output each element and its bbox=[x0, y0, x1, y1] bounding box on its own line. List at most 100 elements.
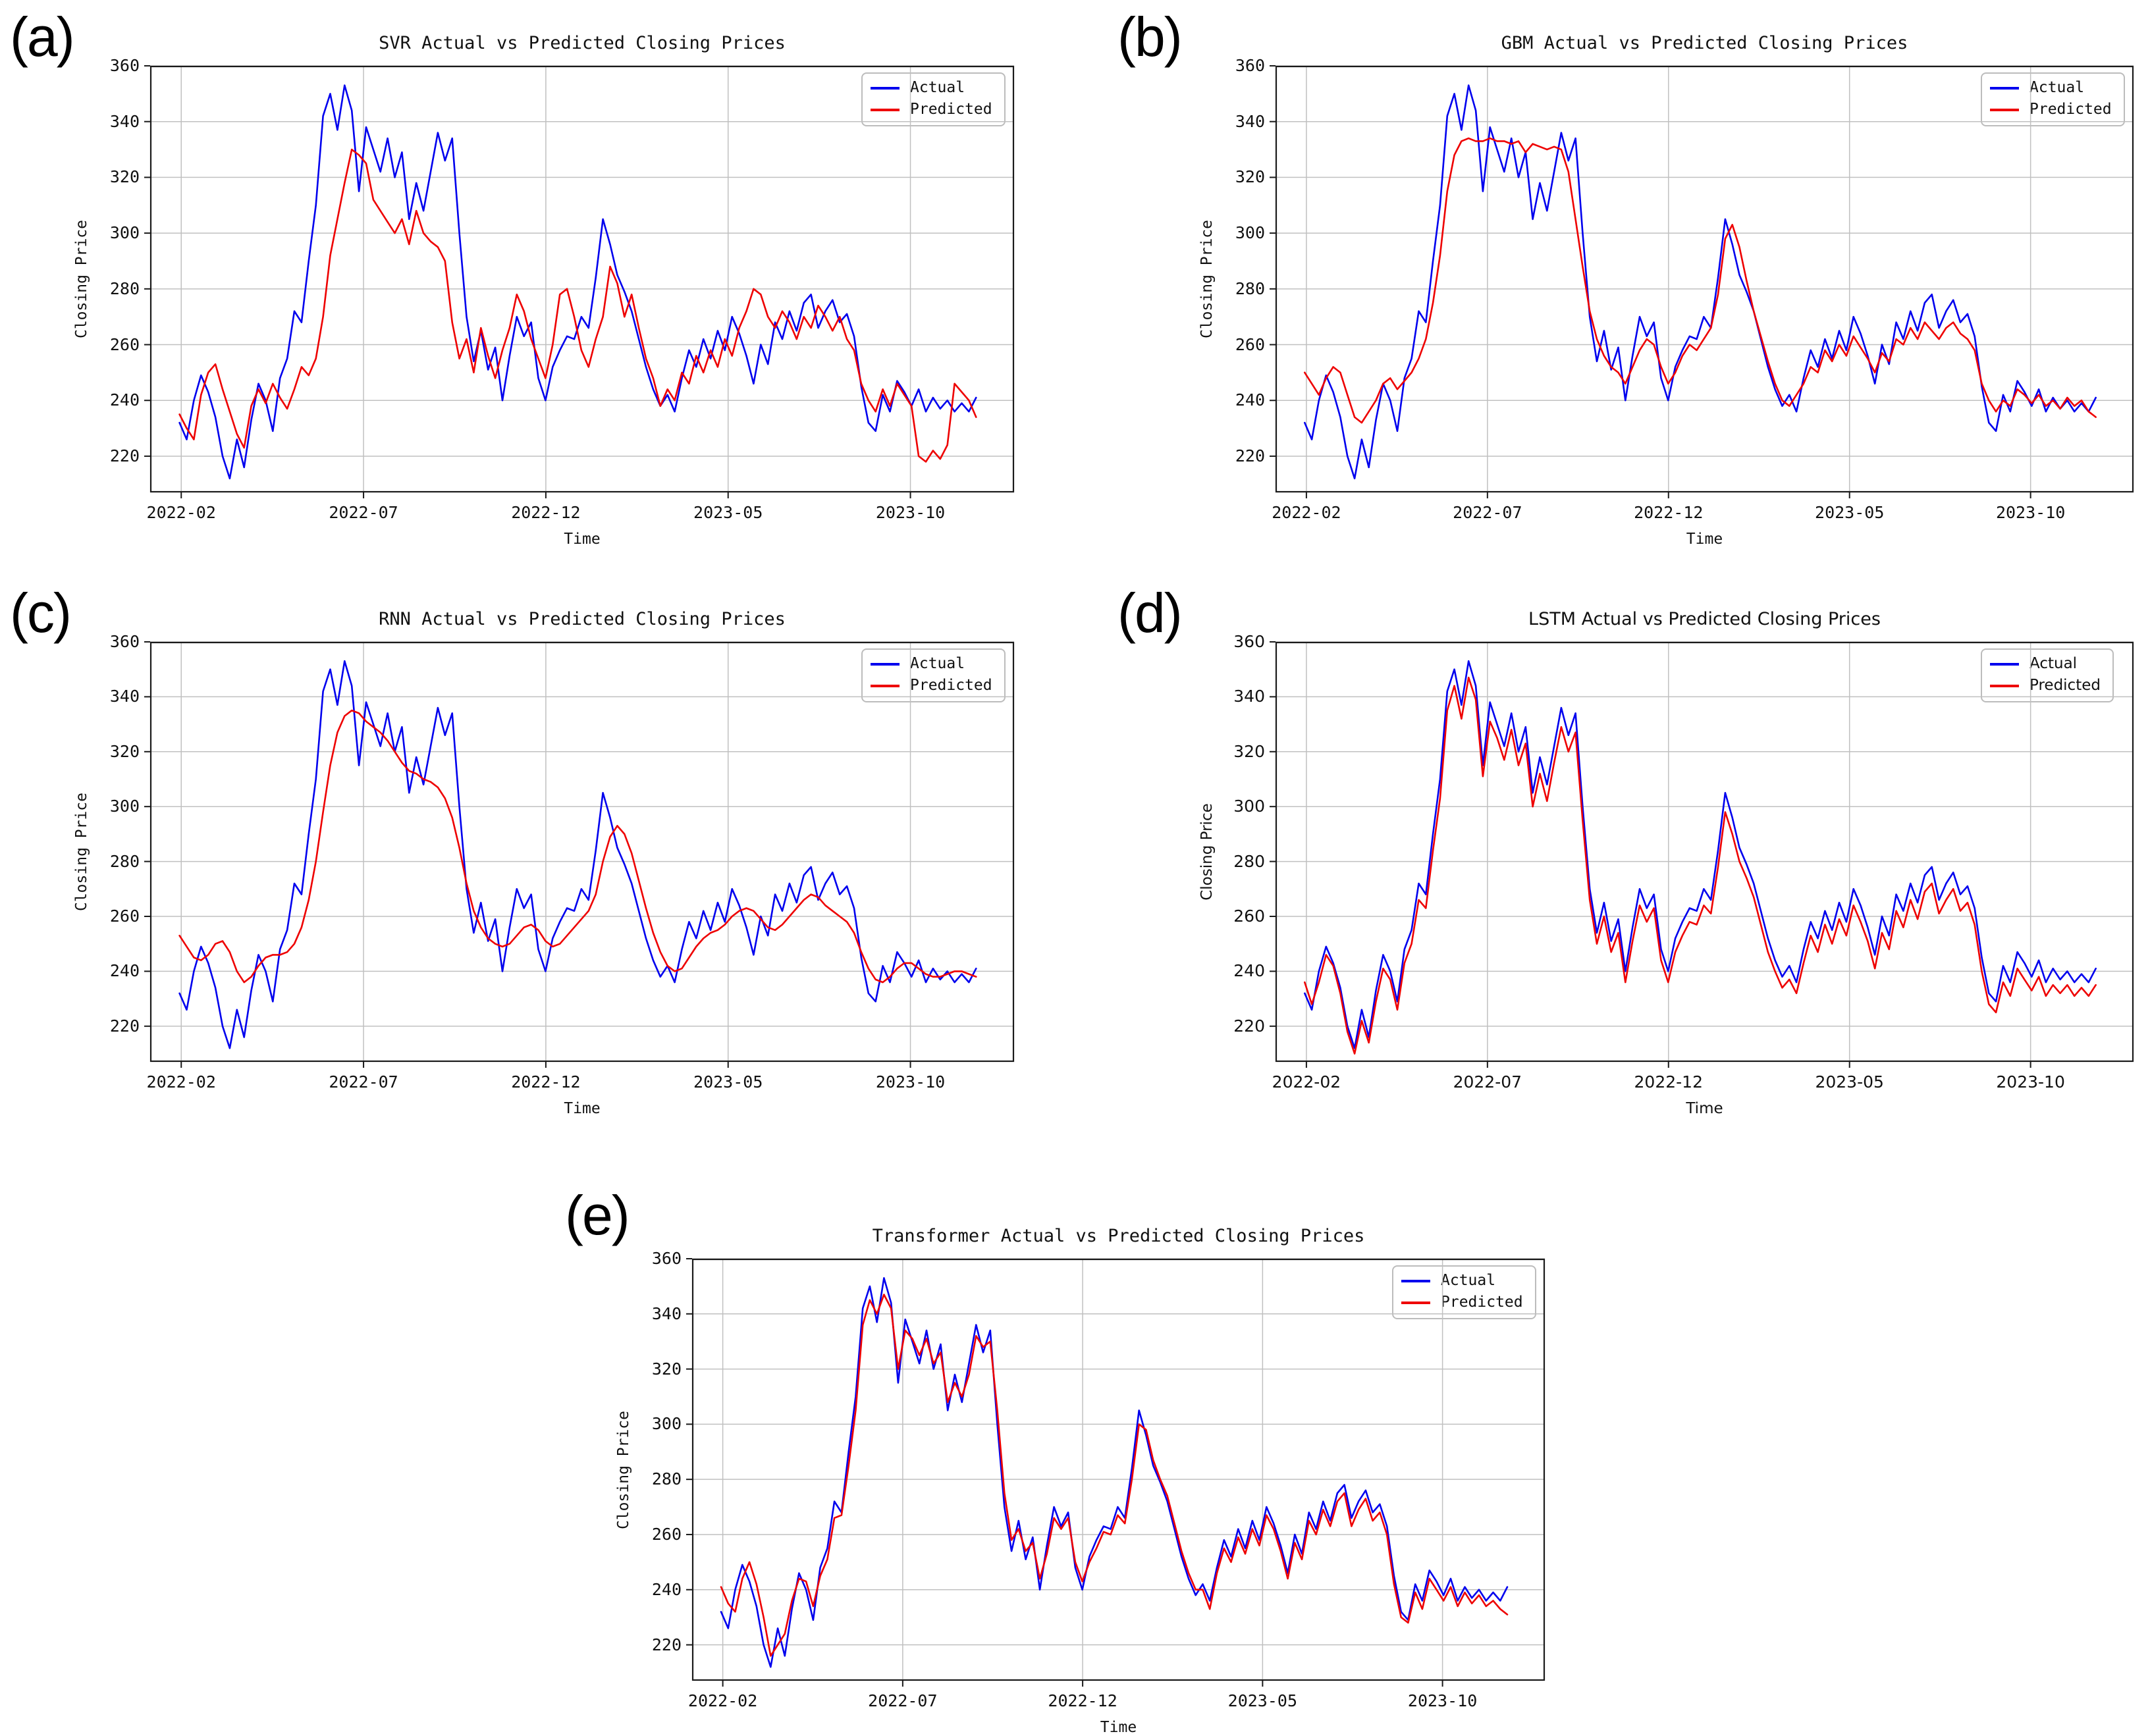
x-tick-label: 2022-07 bbox=[329, 1072, 398, 1092]
panel-e-plot-area bbox=[686, 1258, 1545, 1687]
panel-a-y-axis-label: Closing Price bbox=[73, 219, 90, 339]
y-tick-label: 220 bbox=[1233, 1016, 1265, 1036]
y-tick-label: 260 bbox=[1235, 334, 1265, 354]
panel-c-y-axis-label: Closing Price bbox=[73, 792, 90, 912]
legend-label: Actual bbox=[910, 655, 965, 672]
y-tick-label: 240 bbox=[1233, 961, 1265, 981]
legend-label: Actual bbox=[2029, 79, 2085, 96]
x-tick-label: 2022-12 bbox=[511, 503, 581, 522]
y-tick-label: 320 bbox=[109, 167, 140, 187]
actual-line-swatch bbox=[1990, 662, 2019, 666]
x-tick-label: 2023-10 bbox=[875, 1072, 946, 1092]
y-tick-label: 220 bbox=[1235, 446, 1265, 465]
x-tick-label: 2023-05 bbox=[693, 503, 763, 522]
x-tick-label: 2022-02 bbox=[1272, 503, 1341, 522]
legend-label: Actual bbox=[910, 79, 965, 96]
legend-entry-predicted: Predicted bbox=[1401, 1295, 1523, 1310]
predicted-line-swatch bbox=[871, 108, 900, 111]
panel-d-legend: Actual Predicted bbox=[1981, 648, 2114, 702]
x-tick-label: 2023-05 bbox=[1227, 1691, 1298, 1710]
panel-a-letter: (a) bbox=[10, 6, 75, 68]
x-tick-label: 2022-02 bbox=[146, 503, 216, 522]
panel-b-letter: (b) bbox=[1117, 6, 1183, 68]
panel-d-plot-area bbox=[1270, 641, 2134, 1068]
panel-c-letter: (c) bbox=[10, 582, 72, 644]
panel-e-y-axis-label: Closing Price bbox=[615, 1410, 632, 1529]
y-tick-label: 360 bbox=[651, 1249, 682, 1268]
legend-entry-actual: Actual bbox=[871, 80, 992, 95]
panel-a-plot-area bbox=[144, 65, 1015, 498]
x-tick-label: 2022-02 bbox=[146, 1072, 216, 1092]
legend-entry-predicted: Predicted bbox=[1990, 102, 2112, 117]
legend-entry-predicted: Predicted bbox=[1990, 678, 2101, 693]
x-tick-label: 2022-02 bbox=[1272, 1072, 1341, 1092]
y-tick-label: 340 bbox=[651, 1303, 682, 1323]
legend-entry-actual: Actual bbox=[1401, 1273, 1523, 1288]
legend-label: Predicted bbox=[2029, 101, 2112, 118]
y-tick-label: 280 bbox=[109, 851, 140, 871]
legend-entry-actual: Actual bbox=[1990, 80, 2112, 95]
y-tick-label: 300 bbox=[109, 223, 140, 243]
y-tick-label: 300 bbox=[651, 1414, 682, 1434]
y-tick-label: 260 bbox=[109, 906, 140, 926]
x-tick-label: 2022-02 bbox=[687, 1691, 758, 1710]
x-tick-label: 2022-07 bbox=[329, 503, 398, 522]
y-tick-label: 220 bbox=[651, 1635, 682, 1654]
y-tick-label: 260 bbox=[109, 334, 140, 354]
x-tick-label: 2023-05 bbox=[1815, 1072, 1884, 1092]
panel-e-x-axis-label: Time bbox=[1100, 1719, 1137, 1736]
y-tick-label: 300 bbox=[1233, 797, 1265, 816]
y-tick-label: 240 bbox=[109, 961, 140, 981]
legend-label: Predicted bbox=[2029, 677, 2101, 694]
panel-e-title: Transformer Actual vs Predicted Closing … bbox=[872, 1226, 1365, 1246]
y-tick-label: 260 bbox=[1233, 906, 1265, 926]
y-tick-label: 340 bbox=[109, 111, 140, 131]
actual-line-swatch bbox=[1990, 86, 2019, 90]
panel-c-title: RNN Actual vs Predicted Closing Prices bbox=[379, 609, 786, 629]
x-tick-label: 2023-10 bbox=[1996, 1072, 2065, 1092]
panel-b-plot-area bbox=[1270, 65, 2134, 498]
panel-d-letter: (d) bbox=[1117, 582, 1183, 644]
panel-e-legend: Actual Predicted bbox=[1392, 1265, 1536, 1319]
y-tick-label: 220 bbox=[109, 1016, 140, 1036]
panel-b-y-axis-label: Closing Price bbox=[1198, 219, 1216, 339]
panel-c-legend: Actual Predicted bbox=[861, 648, 1006, 702]
x-tick-label: 2022-12 bbox=[511, 1072, 581, 1092]
x-tick-label: 2023-10 bbox=[875, 503, 946, 522]
y-tick-label: 300 bbox=[1235, 223, 1265, 243]
y-tick-label: 320 bbox=[651, 1359, 682, 1379]
panel-d-x-axis-label: Time bbox=[1686, 1100, 1723, 1117]
panel-a-x-axis-label: Time bbox=[564, 531, 601, 548]
x-tick-label: 2023-10 bbox=[1995, 503, 2066, 522]
actual-line-swatch bbox=[871, 86, 900, 90]
legend-label: Predicted bbox=[1441, 1294, 1523, 1311]
y-tick-label: 280 bbox=[651, 1469, 682, 1489]
legend-label: Predicted bbox=[910, 101, 992, 118]
legend-entry-predicted: Predicted bbox=[871, 102, 992, 117]
actual-line-swatch bbox=[871, 662, 900, 666]
legend-label: Actual bbox=[1441, 1272, 1496, 1289]
y-tick-label: 360 bbox=[1235, 56, 1265, 75]
panel-b-x-axis-label: Time bbox=[1686, 531, 1723, 548]
x-tick-label: 2023-05 bbox=[1815, 503, 1885, 522]
y-tick-label: 240 bbox=[109, 390, 140, 410]
predicted-line-swatch bbox=[1990, 684, 2019, 687]
actual-line-swatch bbox=[1401, 1279, 1430, 1282]
panel-c-plot-area bbox=[144, 641, 1015, 1068]
predicted-line-swatch bbox=[1401, 1301, 1430, 1304]
panel-a-legend: Actual Predicted bbox=[861, 72, 1006, 126]
panel-c-x-axis-label: Time bbox=[564, 1100, 601, 1117]
x-tick-label: 2022-07 bbox=[868, 1691, 938, 1710]
x-tick-label: 2022-12 bbox=[1634, 1072, 1703, 1092]
legend-entry-predicted: Predicted bbox=[871, 678, 992, 693]
y-tick-label: 240 bbox=[1235, 390, 1265, 410]
y-tick-label: 360 bbox=[109, 632, 140, 651]
predicted-line-swatch bbox=[1990, 108, 2019, 111]
y-tick-label: 320 bbox=[1235, 167, 1265, 187]
x-tick-label: 2022-12 bbox=[1048, 1691, 1117, 1710]
